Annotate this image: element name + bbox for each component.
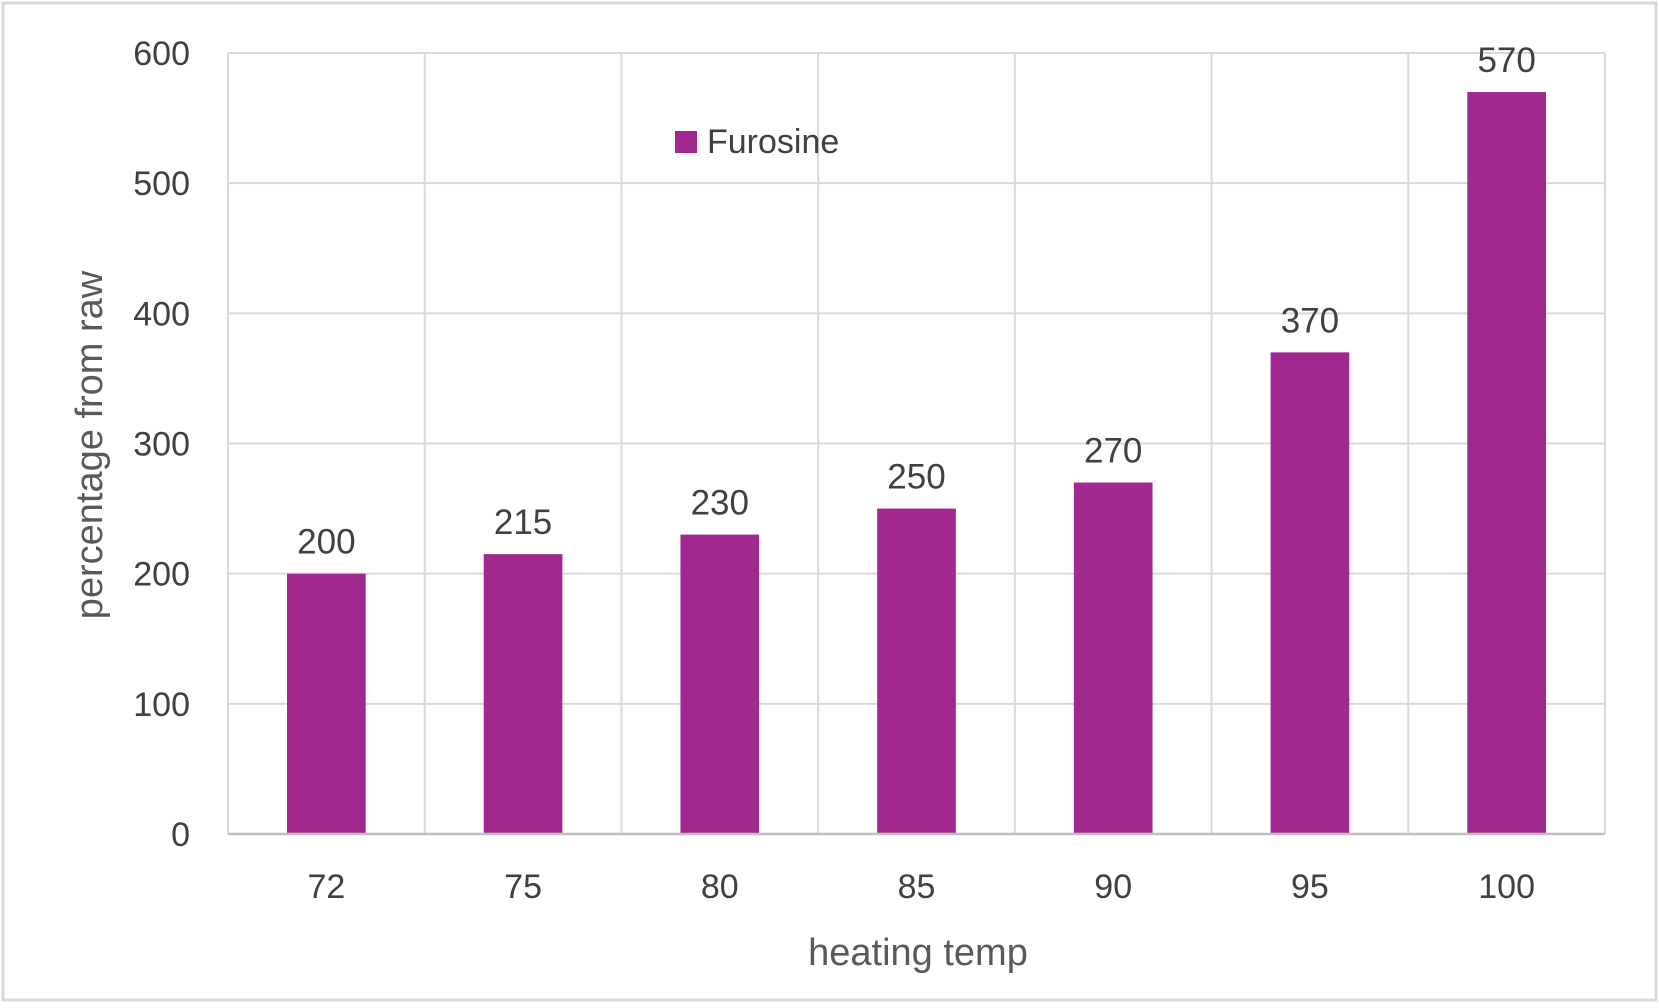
bar (1073, 482, 1153, 834)
data-label: 230 (691, 484, 749, 523)
x-tick-label: 75 (504, 868, 542, 906)
bar (680, 534, 760, 834)
data-label: 200 (297, 523, 355, 562)
bar-series-furosine (287, 92, 1546, 835)
y-tick-label: 0 (171, 816, 190, 854)
y-tick-label: 600 (133, 35, 190, 73)
y-tick-label: 400 (133, 295, 190, 333)
x-tick-label: 80 (701, 868, 739, 906)
x-axis-title: heating temp (808, 932, 1028, 974)
y-tick-label: 200 (133, 556, 190, 594)
data-label: 270 (1084, 432, 1142, 471)
legend: Furosine (675, 123, 839, 161)
bar (1467, 92, 1546, 835)
x-tick-label: 95 (1291, 868, 1329, 906)
x-tick-label: 72 (307, 868, 345, 906)
y-tick-label: 500 (133, 165, 190, 203)
gridlines (227, 52, 1606, 834)
data-label: 570 (1477, 41, 1535, 80)
bar (1270, 352, 1350, 834)
bar (877, 508, 956, 834)
y-tick-label: 300 (133, 426, 190, 464)
x-tick-label: 85 (898, 868, 936, 906)
data-label: 215 (494, 503, 552, 542)
bar (483, 554, 563, 834)
x-tick-label: 90 (1094, 868, 1132, 906)
tick-labels: 0 100 200 300 400 500 600 72 75 80 85 90 95 100 (133, 35, 1535, 906)
y-axis-title: percentage from raw (69, 270, 111, 619)
x-tick-label: 100 (1478, 868, 1535, 906)
legend-label-furosine: Furosine (707, 123, 839, 161)
data-label: 370 (1281, 301, 1339, 340)
data-labels: 200 215 230 250 270 370 570 (297, 41, 1536, 562)
legend-swatch-furosine (675, 131, 697, 153)
bar (287, 573, 366, 834)
data-label: 250 (887, 458, 945, 497)
y-tick-label: 100 (133, 686, 190, 724)
